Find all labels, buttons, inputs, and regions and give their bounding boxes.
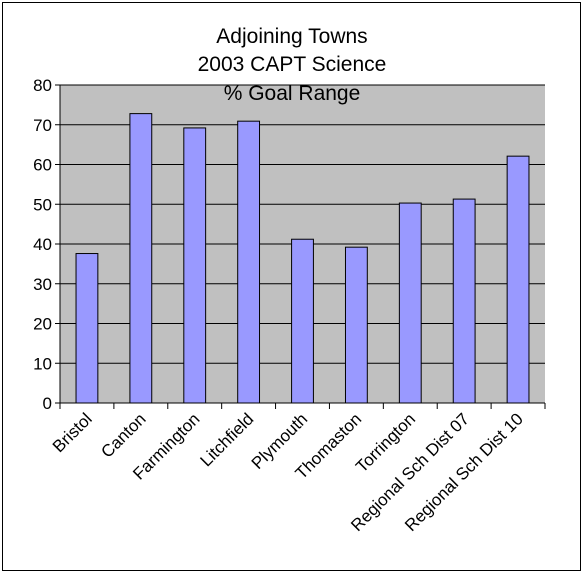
chart-title: Adjoining Towns 2003 CAPT Science % Goal… <box>198 25 387 105</box>
y-tick-label: 40 <box>33 235 52 254</box>
y-tick-labels: 0 10 20 30 40 50 60 70 80 <box>33 76 52 413</box>
chart-title-line-2: 2003 CAPT Science <box>198 53 387 76</box>
bar-litchfield <box>237 120 261 404</box>
y-tick-label: 20 <box>33 315 52 334</box>
y-tick-label: 60 <box>33 156 52 175</box>
bar-thomaston <box>344 246 368 404</box>
y-tick-label: 30 <box>33 275 52 294</box>
chart-title-line-1: Adjoining Towns <box>216 25 367 48</box>
x-tick-label: Canton <box>97 409 149 461</box>
x-tick-label: Bristol <box>49 409 96 456</box>
y-tick-label: 0 <box>43 394 52 413</box>
axes <box>55 84 546 409</box>
y-tick-label: 10 <box>33 354 52 373</box>
bar-torrington <box>398 202 422 404</box>
y-tick-label: 70 <box>33 116 52 135</box>
y-tick-label: 50 <box>33 195 52 214</box>
bars <box>75 113 530 404</box>
y-tick-label: 80 <box>33 76 52 95</box>
bar-canton <box>129 113 153 404</box>
chart-title-line-3: % Goal Range <box>224 82 361 105</box>
x-tick-labels: Bristol CantonFarmingtonLitchfieldPlymout… <box>49 409 527 535</box>
bar-farmington <box>183 127 207 404</box>
bar-regional-sch-dist-07 <box>452 198 476 404</box>
bar-bristol <box>75 253 99 404</box>
bar-plymouth <box>291 238 314 404</box>
bar-regional-sch-dist-10 <box>506 155 530 404</box>
